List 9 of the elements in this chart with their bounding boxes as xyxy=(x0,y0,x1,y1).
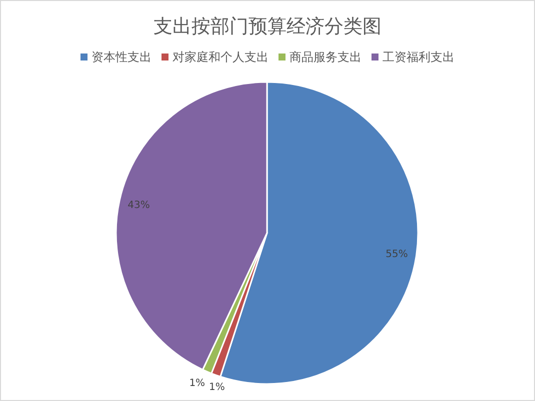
legend-label: 对家庭和个人支出 xyxy=(172,50,268,64)
legend-label: 资本性支出 xyxy=(92,50,152,64)
chart-title: 支出按部门预算经济分类图 xyxy=(154,16,382,38)
data-label: 43% xyxy=(128,200,150,211)
legend-label: 工资福利支出 xyxy=(382,50,454,64)
data-label: 1% xyxy=(189,378,206,390)
data-label: 55% xyxy=(386,249,408,260)
legend-label: 商品服务支出 xyxy=(290,50,362,64)
data-label: 1% xyxy=(208,382,225,393)
